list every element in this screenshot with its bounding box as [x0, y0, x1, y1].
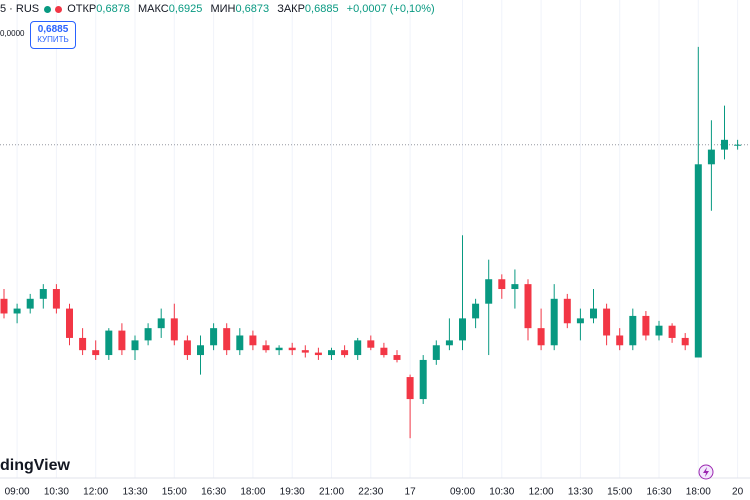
legend-header: 5 · RUS ОТКР0,6878 МАКС0,6925 МИН0,6873 … — [0, 3, 440, 15]
ohlc-value: 0,6885 — [304, 3, 339, 15]
x-tick-label: 18:00 — [240, 487, 265, 498]
candle-body — [734, 144, 742, 146]
candle-body — [511, 284, 519, 290]
candle-body — [432, 345, 440, 360]
x-tick-label: 21:00 — [319, 487, 344, 498]
candle-body — [39, 289, 47, 299]
status-dot — [44, 5, 52, 13]
candle-body — [197, 345, 204, 356]
x-tick-label: 16:30 — [201, 487, 226, 498]
candle-body — [275, 347, 283, 351]
ohlc-label: МАКС — [138, 3, 169, 15]
x-tick-label: 13:30 — [122, 487, 147, 498]
candle-body — [341, 350, 349, 356]
candle-body — [406, 377, 414, 400]
x-tick-label: 09:00 — [5, 487, 30, 498]
symbol: 5 · RUS — [0, 3, 40, 15]
x-tick-label: 16:30 — [646, 487, 671, 498]
candle-body — [459, 318, 466, 341]
candle-body — [144, 328, 152, 341]
x-tick-label: 18:00 — [686, 487, 711, 498]
candle-body — [668, 325, 676, 338]
x-tick-label: 15:00 — [162, 487, 187, 498]
ohlc-value: 0,6878 — [96, 3, 130, 15]
x-tick-label: 13:30 — [568, 487, 593, 498]
candle-body — [590, 308, 597, 319]
candle-body — [92, 350, 100, 356]
x-tick-label: 12:00 — [83, 487, 108, 498]
candle-body — [472, 303, 480, 319]
x-tick-label: 09:00 — [450, 487, 475, 498]
candle-body — [629, 315, 637, 346]
watermark: dingView — [0, 457, 70, 474]
candle-body — [655, 325, 663, 336]
x-tick-label: 10:30 — [44, 487, 69, 498]
candle-body — [223, 328, 231, 351]
candle-body — [13, 308, 21, 314]
candle-body — [681, 337, 689, 346]
ohlc-label: МИН — [210, 3, 236, 15]
candle-body — [485, 279, 493, 304]
candle-body — [0, 298, 8, 314]
candle-body — [537, 328, 545, 346]
candle-body — [288, 347, 296, 351]
candle-body — [694, 164, 702, 358]
x-tick-label: 19:30 — [280, 487, 305, 498]
ohlc-value: 0,6925 — [168, 3, 203, 15]
candle-body — [354, 340, 362, 356]
candle-body — [210, 328, 218, 346]
candle-body — [236, 335, 244, 351]
candle-body — [563, 298, 571, 324]
candle-body — [52, 289, 60, 309]
candle-body — [262, 345, 270, 351]
candle-body — [314, 352, 322, 356]
x-tick-label: 12:00 — [529, 487, 554, 498]
buy-button[interactable]: 0,6885 КУПИТЬ — [30, 21, 76, 49]
candle-body — [498, 279, 506, 290]
candle-body — [26, 298, 34, 309]
ohlc-value: 0,6873 — [235, 3, 270, 15]
candle-body — [445, 340, 453, 346]
candle-body — [328, 350, 335, 356]
buy-price: 0,6885 — [37, 24, 69, 35]
candle-body — [550, 298, 558, 346]
x-tick-label: 17 — [405, 487, 417, 498]
x-tick-label: 20 — [732, 487, 744, 498]
candle-body — [170, 318, 178, 341]
candle-body — [616, 335, 624, 346]
candle-body — [79, 337, 87, 351]
x-tick-label: 15:00 — [607, 487, 632, 498]
candle-body — [642, 315, 650, 336]
candle-body — [301, 350, 309, 353]
axis-value: 0,0000 — [0, 29, 25, 38]
candle-body — [183, 340, 191, 356]
candle-body — [603, 308, 611, 336]
candle-body — [157, 318, 165, 329]
candle-body — [707, 149, 715, 165]
candle-body — [118, 330, 126, 351]
event-bolt — [703, 467, 709, 477]
candle-body — [131, 340, 139, 351]
candle-body — [66, 308, 73, 338]
candle-body — [367, 340, 375, 348]
candle-body — [576, 318, 584, 324]
candle-body — [105, 330, 113, 356]
candle-body — [393, 355, 401, 360]
x-tick-label: 10:30 — [489, 487, 514, 498]
candle-body — [249, 335, 257, 346]
change: +0,0007 (+0,10%) — [346, 3, 435, 15]
candle-body — [524, 284, 532, 329]
buy-label: КУПИТЬ — [37, 35, 69, 44]
candle-body — [721, 139, 728, 150]
candle-body — [380, 347, 388, 356]
ohlc-label: ОТКР — [67, 3, 97, 15]
x-tick-label: 22:30 — [358, 487, 383, 498]
candle-body — [419, 359, 427, 400]
status-dot — [55, 5, 63, 13]
ohlc-label: ЗАКР — [277, 3, 305, 15]
